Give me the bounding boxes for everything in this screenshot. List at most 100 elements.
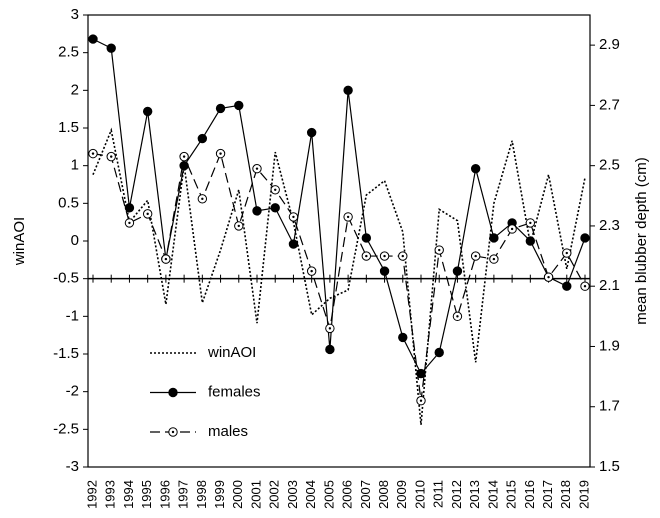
point [379, 266, 390, 276]
point-dot [492, 257, 496, 261]
point-dot [182, 155, 186, 158]
x-tick-label: 2018 [558, 480, 573, 509]
point-dot [419, 399, 423, 402]
y2-axis-title: mean blubber depth (cm) [633, 157, 650, 325]
point-dot [146, 212, 149, 216]
x-tick-label: 1997 [176, 480, 191, 509]
point-dot [529, 221, 532, 225]
legend-marker [168, 387, 178, 398]
point-dot [128, 221, 131, 225]
point [452, 266, 463, 276]
y2-tick-label: 1.7 [599, 398, 620, 415]
x-tick-label: 2013 [467, 480, 482, 509]
point-dot [456, 315, 459, 318]
point [489, 233, 499, 243]
x-tick-label: 2011 [431, 480, 446, 508]
x-tick-label: 2002 [267, 480, 282, 509]
series-line [92, 127, 586, 425]
x-tick-label: 2019 [576, 480, 591, 509]
point [142, 106, 153, 117]
y-tick-label: -2.5 [53, 420, 79, 437]
x-tick-label: 2012 [449, 480, 464, 509]
y2-tick-label: 2.3 [599, 217, 620, 234]
x-tick-label: 1998 [194, 480, 209, 509]
point [434, 347, 444, 358]
point [398, 332, 408, 343]
y-tick-label: 1.5 [58, 119, 79, 136]
point-dot [346, 215, 350, 219]
point [343, 85, 353, 96]
point [215, 103, 226, 114]
y-tick-label: -2 [66, 383, 79, 400]
y2-tick-label: 2.1 [599, 277, 620, 294]
x-tick-label: 2009 [394, 480, 409, 509]
x-tick-label: 2010 [412, 480, 427, 509]
x-tick-label: 2001 [248, 480, 263, 509]
x-tick-label: 2017 [540, 480, 555, 509]
y-tick-label: -1 [66, 307, 79, 324]
point [562, 281, 572, 291]
y-tick-label: -3 [66, 458, 79, 475]
legend-label: females [208, 383, 261, 400]
point [288, 239, 299, 249]
x-tick-label: 2008 [376, 480, 391, 509]
series-line [92, 38, 586, 375]
point [252, 206, 262, 216]
x-tick-label: 1999 [212, 480, 227, 509]
point [234, 100, 244, 111]
x-tick-label: 2014 [485, 480, 500, 509]
point-dot [91, 152, 95, 155]
y2-tick-label: 1.9 [599, 337, 620, 354]
point [106, 43, 116, 53]
y2-tick-label: 2.5 [599, 157, 620, 174]
y-tick-label: -0.5 [53, 270, 79, 287]
x-tick-label: 1996 [157, 480, 172, 509]
y2-tick-label: 2.9 [599, 36, 620, 53]
x-tick-label: 2005 [321, 480, 336, 509]
point [525, 236, 536, 246]
point-dot [383, 254, 386, 258]
point-dot [274, 188, 277, 191]
point-dot [292, 215, 295, 219]
y2-tick-label: 1.5 [599, 458, 620, 475]
y2-tick-label: 2.7 [599, 96, 620, 113]
point-dot [110, 155, 113, 158]
x-tick-label: 1995 [139, 480, 154, 509]
point [124, 203, 135, 213]
y-tick-label: 1 [71, 157, 79, 174]
point-dot [201, 197, 204, 201]
point-dot [547, 275, 550, 279]
point-dot [510, 227, 514, 231]
x-tick-label: 1994 [121, 480, 136, 509]
legend-marker-dot [171, 430, 175, 434]
legend-label: winAOI [207, 344, 256, 361]
x-tick-label: 2007 [358, 480, 373, 509]
x-tick-label: 2000 [230, 480, 245, 509]
point-dot [365, 254, 368, 258]
point-dot [401, 254, 404, 258]
x-tick-label: 1992 [84, 480, 99, 509]
y-tick-label: 0 [71, 232, 79, 249]
point-dot [328, 327, 332, 330]
point-dot [219, 152, 222, 155]
point-dot [164, 257, 168, 261]
x-tick-label: 2003 [285, 480, 300, 509]
point [470, 163, 481, 174]
point [88, 34, 98, 44]
point [197, 133, 208, 144]
x-tick-label: 2015 [504, 480, 519, 509]
legend-label: males [208, 423, 248, 440]
point [416, 368, 426, 379]
point-dot [565, 251, 568, 255]
point [361, 233, 372, 243]
point-dot [474, 254, 477, 258]
point-dot [583, 285, 587, 288]
point [179, 160, 189, 171]
x-tick-label: 1993 [103, 480, 118, 509]
point [306, 127, 317, 138]
y-tick-label: -1.5 [53, 345, 79, 362]
y-tick-label: 2 [71, 81, 79, 98]
x-tick-label: 2016 [522, 480, 537, 509]
y-tick-label: 0.5 [58, 194, 79, 211]
